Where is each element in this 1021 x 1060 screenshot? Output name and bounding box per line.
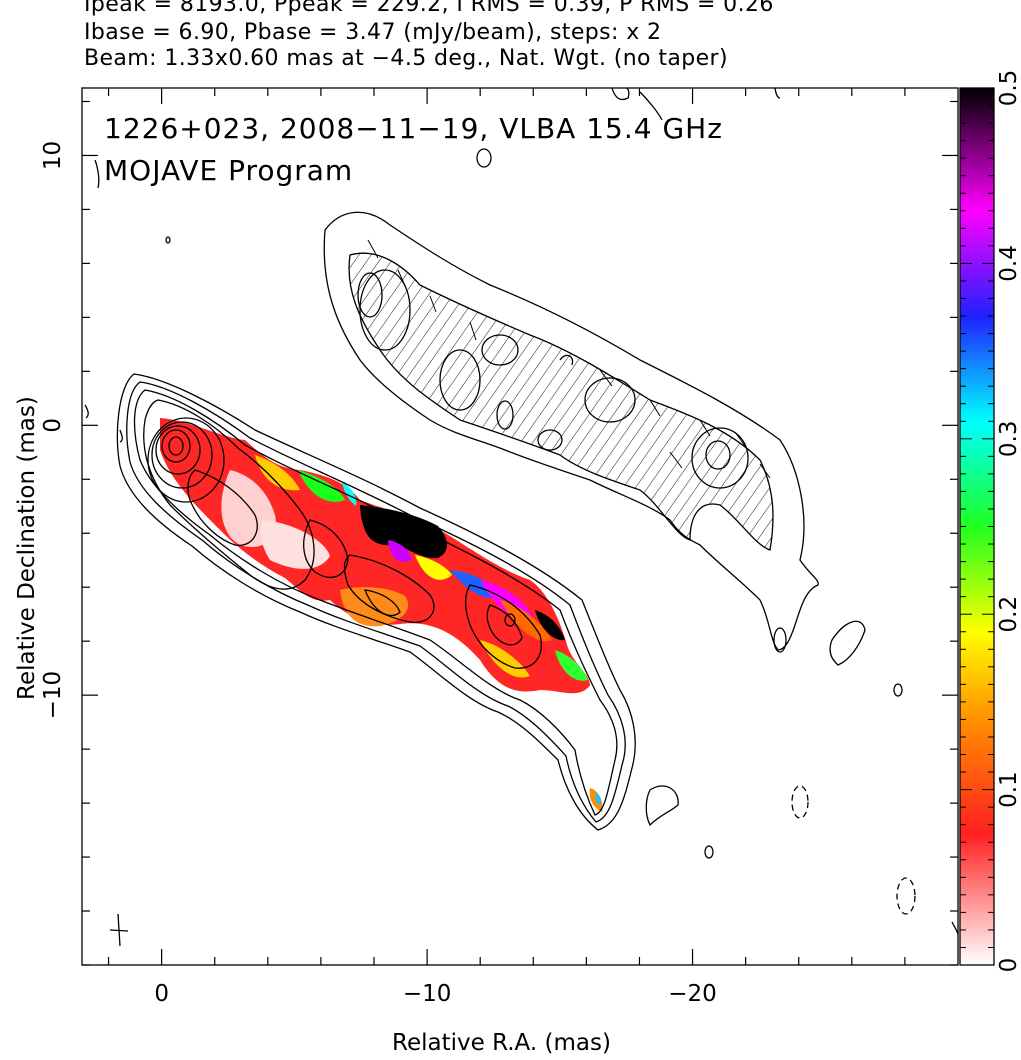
tick-labels: 0 −10 −20 −10 0 10 0 0.1 0.2 0.3 0.4 0.5 [40,70,1021,1007]
evpa-ticks [367,239,771,479]
plot-frame [81,87,959,966]
y-axis-label: Relative Declination (mas) [14,396,40,700]
y-tick-label: 0 [40,418,66,433]
x-tick-label: −20 [668,981,717,1007]
colorbar-tick-label: 0.4 [996,245,1021,282]
x-axis-label: Relative R.A. (mas) [392,1030,611,1056]
header-line-3: Beam: 1.33x0.60 mas at −4.5 deg., Nat. W… [84,46,728,71]
axis-ticks [82,88,958,966]
polarization-color-map [160,418,603,812]
y-tick-label: 10 [40,141,66,170]
colorbar-ticks [960,87,994,966]
x-tick-label: −10 [403,981,452,1007]
polarization-contours [323,211,819,653]
colorbar-tick-label: 0.1 [996,771,1021,808]
chart-subtitle: MOJAVE Program [104,154,354,187]
colorbar-tick-label: 0.3 [996,421,1021,458]
header-line-1: Ipeak = 8193.0, Ppeak = 229.2, I RMS = 0… [84,0,774,17]
header-line-2: Ibase = 6.90, Pbase = 3.47 (mJy/beam), s… [84,20,662,45]
colorbar-tick-label: 0.2 [996,596,1021,633]
y-tick-label: −10 [40,671,66,720]
x-tick-label: 0 [154,981,169,1007]
colorbar-tick-label: 0.5 [996,70,1021,107]
intensity-contours [84,88,958,936]
chart-title: 1226+023, 2008−11−19, VLBA 15.4 GHz [104,112,723,145]
colorbar-tick-label: 0 [996,958,1021,973]
beam-marker [109,913,129,947]
